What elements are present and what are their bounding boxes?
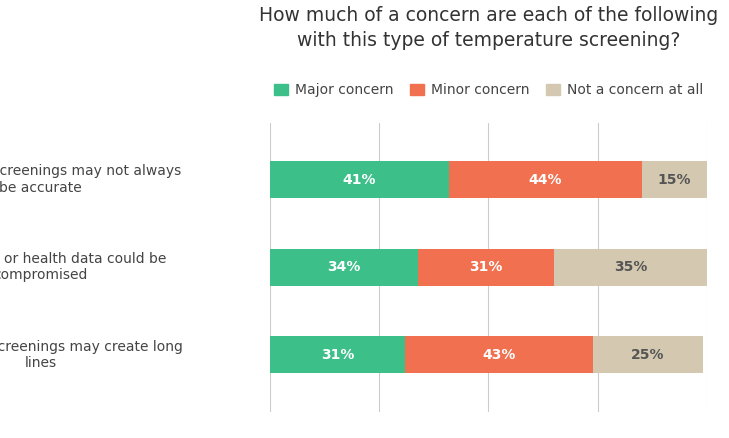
Text: 41%: 41% [343, 173, 376, 187]
Bar [642, 161, 707, 198]
Text: 31%: 31% [321, 348, 354, 362]
Bar [270, 161, 449, 198]
Bar [449, 161, 642, 198]
Title: How much of a concern are each of the following
with this type of temperature sc: How much of a concern are each of the fo… [259, 6, 718, 50]
Text: 43%: 43% [483, 348, 516, 362]
Text: 34%: 34% [327, 260, 361, 274]
Bar [270, 336, 405, 373]
Legend: Major concern, Minor concern, Not a concern at all: Major concern, Minor concern, Not a conc… [268, 78, 709, 102]
Text: 35%: 35% [614, 260, 647, 274]
Bar [405, 336, 593, 373]
Bar [270, 249, 418, 286]
Bar [593, 336, 703, 373]
Bar [418, 249, 554, 286]
Text: 15%: 15% [658, 173, 691, 187]
Text: 31%: 31% [469, 260, 503, 274]
Text: 44%: 44% [529, 173, 562, 187]
Bar [554, 249, 707, 286]
Text: 25%: 25% [631, 348, 665, 362]
